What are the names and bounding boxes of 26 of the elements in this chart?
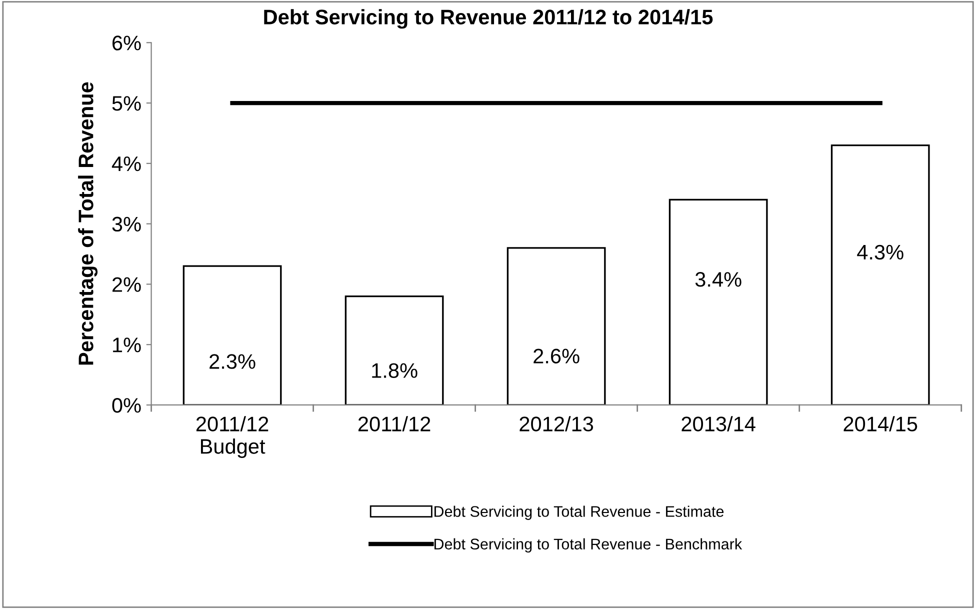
y-tick-label: 6% <box>112 36 141 50</box>
y-tick-label: 4% <box>112 156 141 172</box>
legend-label: Debt Servicing to Total Revenue - Estimate <box>434 506 724 520</box>
data-label: 1.8% <box>372 363 418 378</box>
x-tick-label: 2013/14 <box>682 416 756 432</box>
x-tick-label: 2011/12 Budget <box>196 416 268 458</box>
bar <box>506 247 606 405</box>
x-tick-label: 2014/15 <box>844 416 918 432</box>
x-tick-label: 2012/13 <box>520 416 594 432</box>
y-tick-label: 3% <box>112 216 141 232</box>
y-tick-label: 0% <box>112 398 141 413</box>
bar <box>344 295 444 405</box>
legend-label: Debt Servicing to Total Revenue - Benchmark <box>434 538 742 553</box>
y-tick-label: 1% <box>113 338 141 352</box>
bar <box>830 144 930 405</box>
y-tick-label: 2% <box>112 277 141 292</box>
bar <box>668 198 768 405</box>
chart-title: Debt Servicing to Revenue 2011/12 to 2014/15 <box>264 9 713 29</box>
y-axis-title: Percentage of Total Revenue <box>78 82 98 365</box>
x-tick-label: 2011/12 <box>358 416 430 432</box>
data-label: 2.3% <box>210 354 256 369</box>
data-label: 4.3% <box>857 244 904 260</box>
data-label: 3.4% <box>695 272 742 287</box>
data-label: 2.6% <box>534 348 580 364</box>
bar <box>182 265 282 405</box>
y-tick-label: 5% <box>112 96 141 111</box>
